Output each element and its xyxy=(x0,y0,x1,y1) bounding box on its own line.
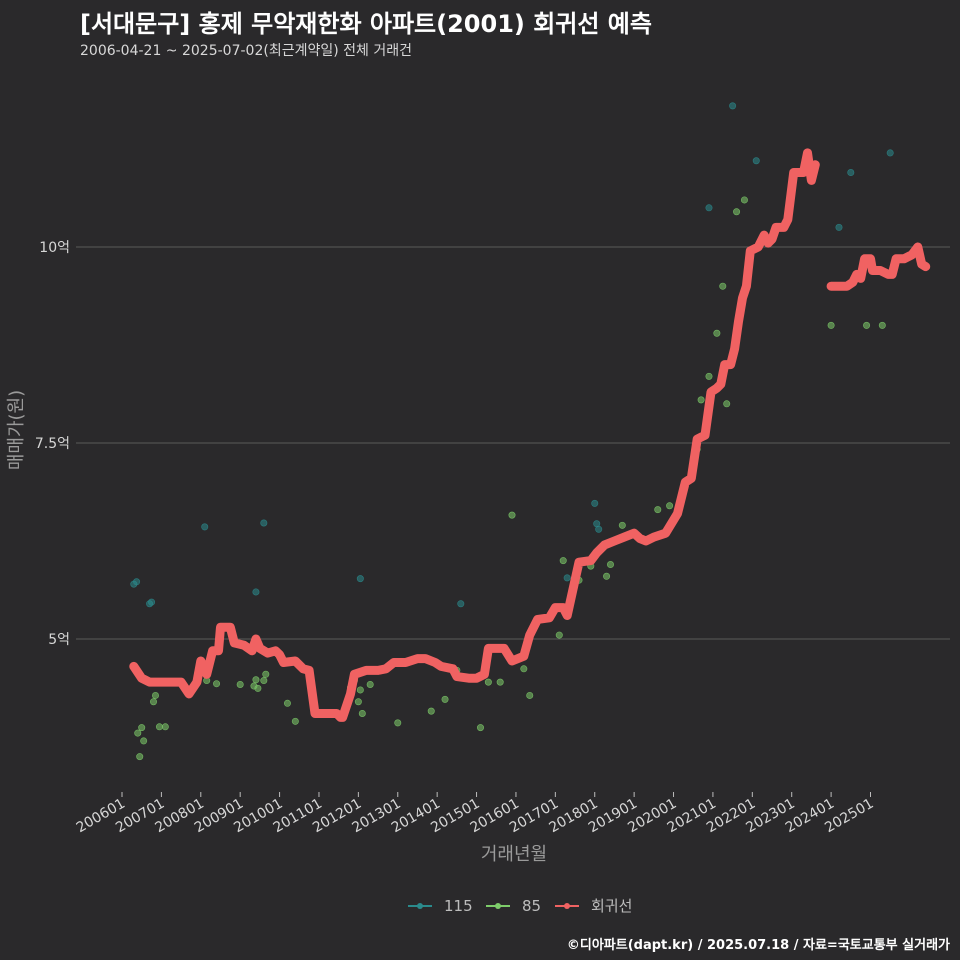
point-85 xyxy=(713,329,721,337)
series-115-points xyxy=(130,102,894,608)
y-axis-ticks: 5억 7.5억 10억 xyxy=(35,240,70,648)
point-85 xyxy=(723,400,731,408)
point-115 xyxy=(252,588,260,596)
legend: 115 85 회귀선 xyxy=(408,897,632,915)
y-tick-label: 5억 xyxy=(48,632,70,648)
point-115 xyxy=(260,519,268,527)
series-85-points xyxy=(134,196,886,761)
point-85 xyxy=(827,321,835,329)
legend-item-115: 115 xyxy=(408,897,473,915)
point-85 xyxy=(358,709,366,717)
point-85 xyxy=(555,631,563,639)
point-115 xyxy=(148,598,156,606)
point-85 xyxy=(559,557,567,565)
point-85 xyxy=(394,719,402,727)
point-85 xyxy=(138,724,146,732)
point-85 xyxy=(733,208,741,216)
chart-title: [서대문구] 홍제 무악재한화 아파트(2001) 회귀선 예측 xyxy=(80,10,652,38)
point-115 xyxy=(752,157,760,165)
point-85 xyxy=(719,282,727,290)
point-85 xyxy=(260,677,268,685)
point-85 xyxy=(262,670,270,678)
x-axis-title: 거래년월 xyxy=(481,844,547,865)
legend-item-회귀선: 회귀선 xyxy=(555,897,632,915)
legend-label: 85 xyxy=(522,897,541,915)
legend-label: 115 xyxy=(444,897,473,915)
y-axis-title: 매매가(원) xyxy=(6,390,27,470)
point-85 xyxy=(427,707,435,715)
point-115 xyxy=(847,169,855,177)
point-85 xyxy=(654,506,662,514)
point-115 xyxy=(705,204,713,212)
point-115 xyxy=(133,578,141,586)
point-85 xyxy=(366,680,374,688)
point-85 xyxy=(484,678,492,686)
regression-segment xyxy=(826,242,931,291)
point-85 xyxy=(508,511,516,519)
point-85 xyxy=(863,321,871,329)
y-tick-label: 10억 xyxy=(39,240,70,256)
point-85 xyxy=(136,753,144,761)
point-85 xyxy=(666,502,674,510)
point-85 xyxy=(155,723,163,731)
legend-marker xyxy=(417,903,423,909)
y-tick-label: 7.5억 xyxy=(35,436,70,452)
regression-segment xyxy=(129,148,820,722)
point-115 xyxy=(835,223,843,231)
point-115 xyxy=(591,499,599,507)
gridlines xyxy=(76,246,950,640)
point-85 xyxy=(705,372,713,380)
point-85 xyxy=(356,686,364,694)
point-85 xyxy=(496,678,504,686)
point-85 xyxy=(441,695,449,703)
point-85 xyxy=(740,196,748,204)
point-85 xyxy=(151,691,159,699)
point-85 xyxy=(254,684,262,692)
point-85 xyxy=(134,729,142,737)
point-85 xyxy=(697,396,705,404)
point-115 xyxy=(886,149,894,157)
point-85 xyxy=(526,691,534,699)
point-85 xyxy=(236,680,244,688)
regression-line xyxy=(129,148,931,722)
point-85 xyxy=(476,724,484,732)
point-85 xyxy=(520,665,528,673)
point-85 xyxy=(603,572,611,580)
point-115 xyxy=(595,525,603,533)
point-85 xyxy=(252,676,260,684)
legend-marker xyxy=(564,903,570,909)
legend-label: 회귀선 xyxy=(591,897,632,915)
point-85 xyxy=(606,561,614,569)
point-85 xyxy=(213,680,221,688)
point-115 xyxy=(201,523,209,531)
point-85 xyxy=(618,521,626,529)
point-85 xyxy=(878,321,886,329)
point-85 xyxy=(283,699,291,707)
point-85 xyxy=(161,723,169,731)
point-85 xyxy=(291,717,299,725)
point-85 xyxy=(140,737,148,745)
point-115 xyxy=(356,575,364,583)
point-115 xyxy=(563,574,571,582)
x-axis-ticks: 2006012007012008012009012010012011012012… xyxy=(74,792,877,836)
legend-marker xyxy=(495,903,501,909)
point-85 xyxy=(354,698,362,706)
credit-line: ©디아파트(dapt.kr) / 2025.07.18 / 자료=국토교통부 실… xyxy=(566,938,950,953)
point-115 xyxy=(729,102,737,110)
point-115 xyxy=(457,600,465,608)
chart-subtitle: 2006-04-21 ~ 2025-07-02(최근계약일) 전체 거래건 xyxy=(80,43,412,59)
legend-item-85: 85 xyxy=(486,897,541,915)
point-85 xyxy=(150,698,158,706)
